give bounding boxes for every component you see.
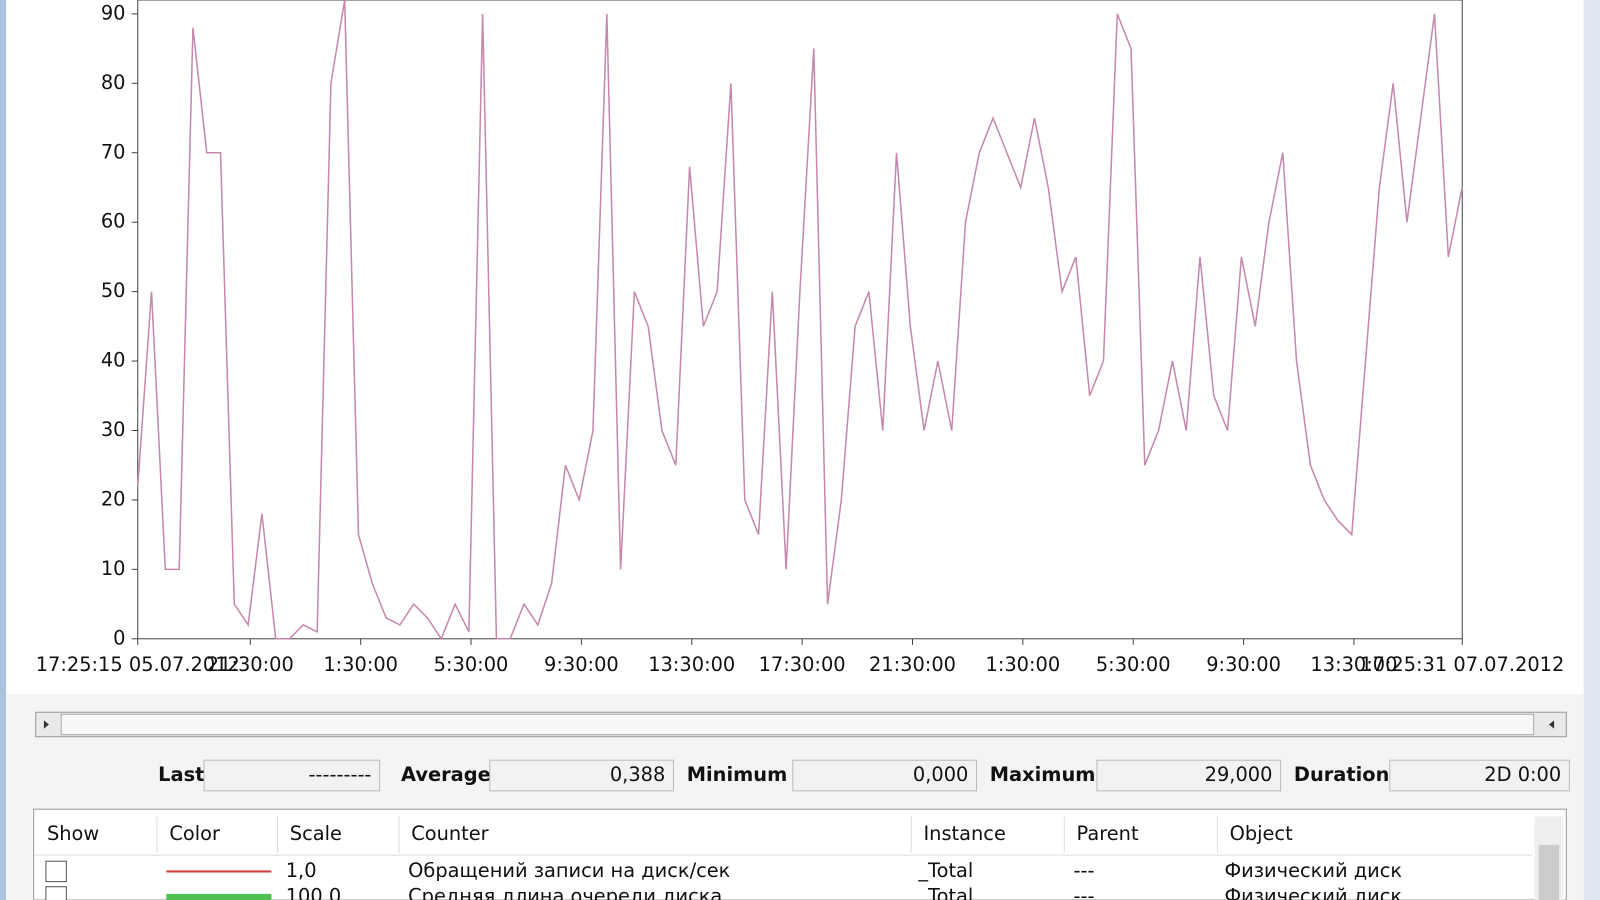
column-header[interactable]: Scale (290, 822, 342, 845)
x-tick-label: 9:30:00 (544, 653, 619, 676)
scroll-right-arrow[interactable] (1548, 720, 1555, 729)
counter: Средняя длина очереди диска (408, 884, 722, 900)
stat-value: 29,000 (1205, 763, 1273, 786)
parent: --- (1073, 884, 1094, 900)
stat-box (489, 759, 674, 792)
x-tick-label: 13:30:00 (648, 653, 735, 676)
column-header[interactable]: Object (1230, 822, 1294, 845)
x-tick-label: 1:30:00 (986, 653, 1061, 676)
stat-box (1389, 759, 1570, 792)
stat-label: Minimum (687, 763, 788, 786)
scroll-thumb[interactable] (60, 713, 1535, 736)
y-tick-label: 60 (101, 210, 126, 233)
stat-label: Maximum (990, 763, 1096, 786)
y-tick-label: 90 (101, 1, 126, 24)
stat-value: 0,388 (610, 763, 665, 786)
y-tick-label: 20 (101, 487, 126, 510)
object: Физический диск (1224, 884, 1402, 900)
show-checkbox[interactable] (45, 886, 67, 900)
x-tick-label: 5:30:00 (434, 653, 509, 676)
stat-box (1096, 759, 1282, 792)
column-header[interactable]: Color (169, 822, 220, 845)
column-header[interactable]: Instance (923, 822, 1005, 845)
parent: --- (1073, 859, 1094, 882)
x-tick-label: 17:25:31 07.07.2012 (1360, 653, 1564, 676)
stat-box (792, 759, 978, 792)
stat-label: Average (401, 763, 491, 786)
instance: _Total (917, 884, 973, 900)
y-tick-label: 80 (101, 71, 126, 94)
x-tick-label: 5:30:00 (1096, 653, 1171, 676)
x-tick-label: 13:30:00 (1310, 653, 1397, 676)
x-tick-label: 21:30:00 (207, 653, 294, 676)
x-tick-label: 17:30:00 (759, 653, 846, 676)
stat-label: Last (158, 763, 204, 786)
scrollbar[interactable] (35, 711, 1567, 738)
stat-value: 2D 0:00 (1484, 763, 1561, 786)
column-header[interactable]: Parent (1077, 822, 1139, 845)
stat-value: 0,000 (913, 763, 968, 786)
y-tick-label: 50 (101, 279, 126, 302)
object: Физический диск (1224, 859, 1402, 882)
counter: Обращений записи на диск/сек (408, 859, 731, 882)
stat-value: --------- (309, 763, 372, 786)
table-scroll-thumb[interactable] (1538, 844, 1560, 900)
x-tick-label: 17:25:15 05.07.2012 (36, 653, 240, 676)
column-header[interactable]: Show (47, 822, 99, 845)
show-checkbox[interactable] (45, 860, 67, 883)
scroll-left-arrow[interactable] (43, 720, 49, 729)
y-tick-label: 0 (113, 626, 125, 649)
y-tick-label: 70 (101, 140, 126, 163)
y-tick-label: 30 (101, 418, 126, 441)
window-edge (1583, 0, 1600, 900)
x-tick-label: 9:30:00 (1206, 653, 1281, 676)
y-tick-label: 10 (101, 557, 126, 580)
plot-area (137, 0, 1463, 640)
scale: 100,0 (286, 884, 341, 900)
column-header[interactable]: Counter (411, 822, 488, 845)
data-line (136, 0, 1463, 641)
stat-label: Duration (1294, 763, 1390, 786)
x-tick-label: 21:30:00 (869, 653, 956, 676)
scale: 1,0 (286, 859, 317, 882)
x-tick-label: 1:30:00 (323, 653, 398, 676)
stat-box (203, 759, 381, 792)
y-tick-label: 40 (101, 349, 126, 372)
window-edge (0, 0, 7, 900)
instance: _Total (917, 859, 973, 882)
